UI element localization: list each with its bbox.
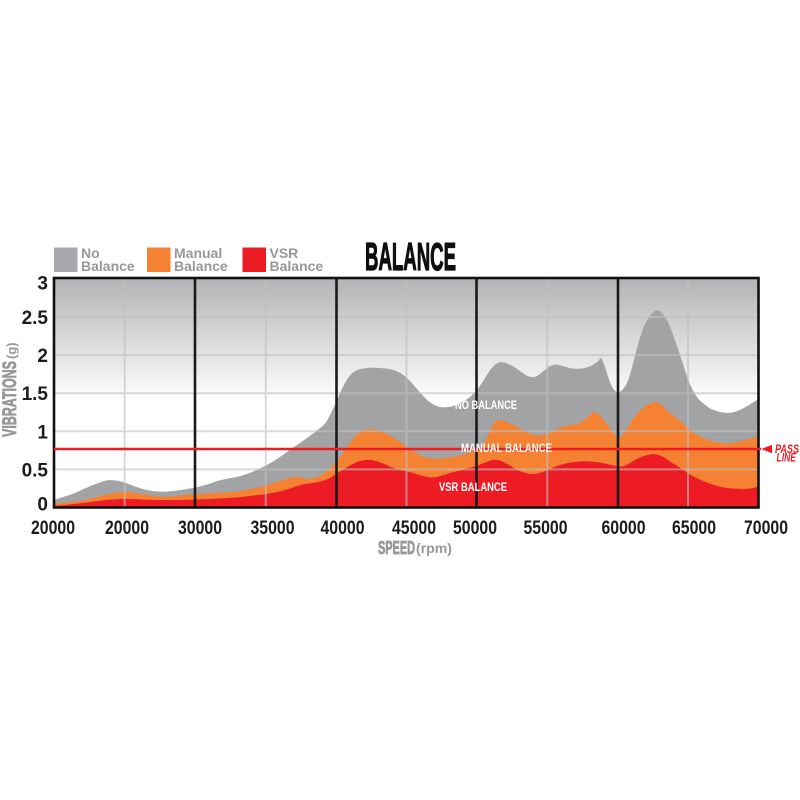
svg-text:60000: 60000 <box>602 518 646 539</box>
svg-text:(g): (g) <box>4 342 19 359</box>
svg-text:Balance: Balance <box>81 258 135 274</box>
svg-text:BALANCE: BALANCE <box>365 236 456 279</box>
svg-text:3: 3 <box>37 274 48 295</box>
svg-text:55000: 55000 <box>524 518 568 539</box>
svg-text:2: 2 <box>37 346 48 367</box>
svg-text:Manual: Manual <box>174 245 222 261</box>
svg-text:20000: 20000 <box>105 518 149 539</box>
svg-text:45000: 45000 <box>392 518 436 539</box>
svg-text:NO BALANCE: NO BALANCE <box>455 400 517 412</box>
svg-text:20000: 20000 <box>31 518 75 539</box>
svg-text:PASS: PASS <box>775 442 799 456</box>
svg-text:70000: 70000 <box>744 518 788 539</box>
svg-text:1.5: 1.5 <box>22 384 49 405</box>
svg-text:50000: 50000 <box>453 518 497 539</box>
svg-text:MANUAL BALANCE: MANUAL BALANCE <box>461 443 552 455</box>
svg-text:Balance: Balance <box>270 258 324 274</box>
svg-text:65000: 65000 <box>672 518 716 539</box>
svg-text:VSR: VSR <box>270 245 299 261</box>
svg-text:2.5: 2.5 <box>22 308 49 329</box>
svg-text:No: No <box>81 245 100 261</box>
svg-text:Balance: Balance <box>174 258 228 274</box>
svg-text:VSR BALANCE: VSR BALANCE <box>439 482 507 494</box>
svg-text:0.5: 0.5 <box>22 460 49 481</box>
svg-text:(rpm): (rpm) <box>416 540 452 556</box>
svg-text:LINE: LINE <box>777 451 797 465</box>
svg-text:30000: 30000 <box>178 518 222 539</box>
svg-text:SPEED: SPEED <box>378 538 415 558</box>
svg-text:VIBRATIONS: VIBRATIONS <box>0 361 21 437</box>
svg-text:0: 0 <box>37 495 48 516</box>
svg-text:40000: 40000 <box>321 518 365 539</box>
svg-text:1: 1 <box>37 422 48 443</box>
svg-text:35000: 35000 <box>251 518 295 539</box>
